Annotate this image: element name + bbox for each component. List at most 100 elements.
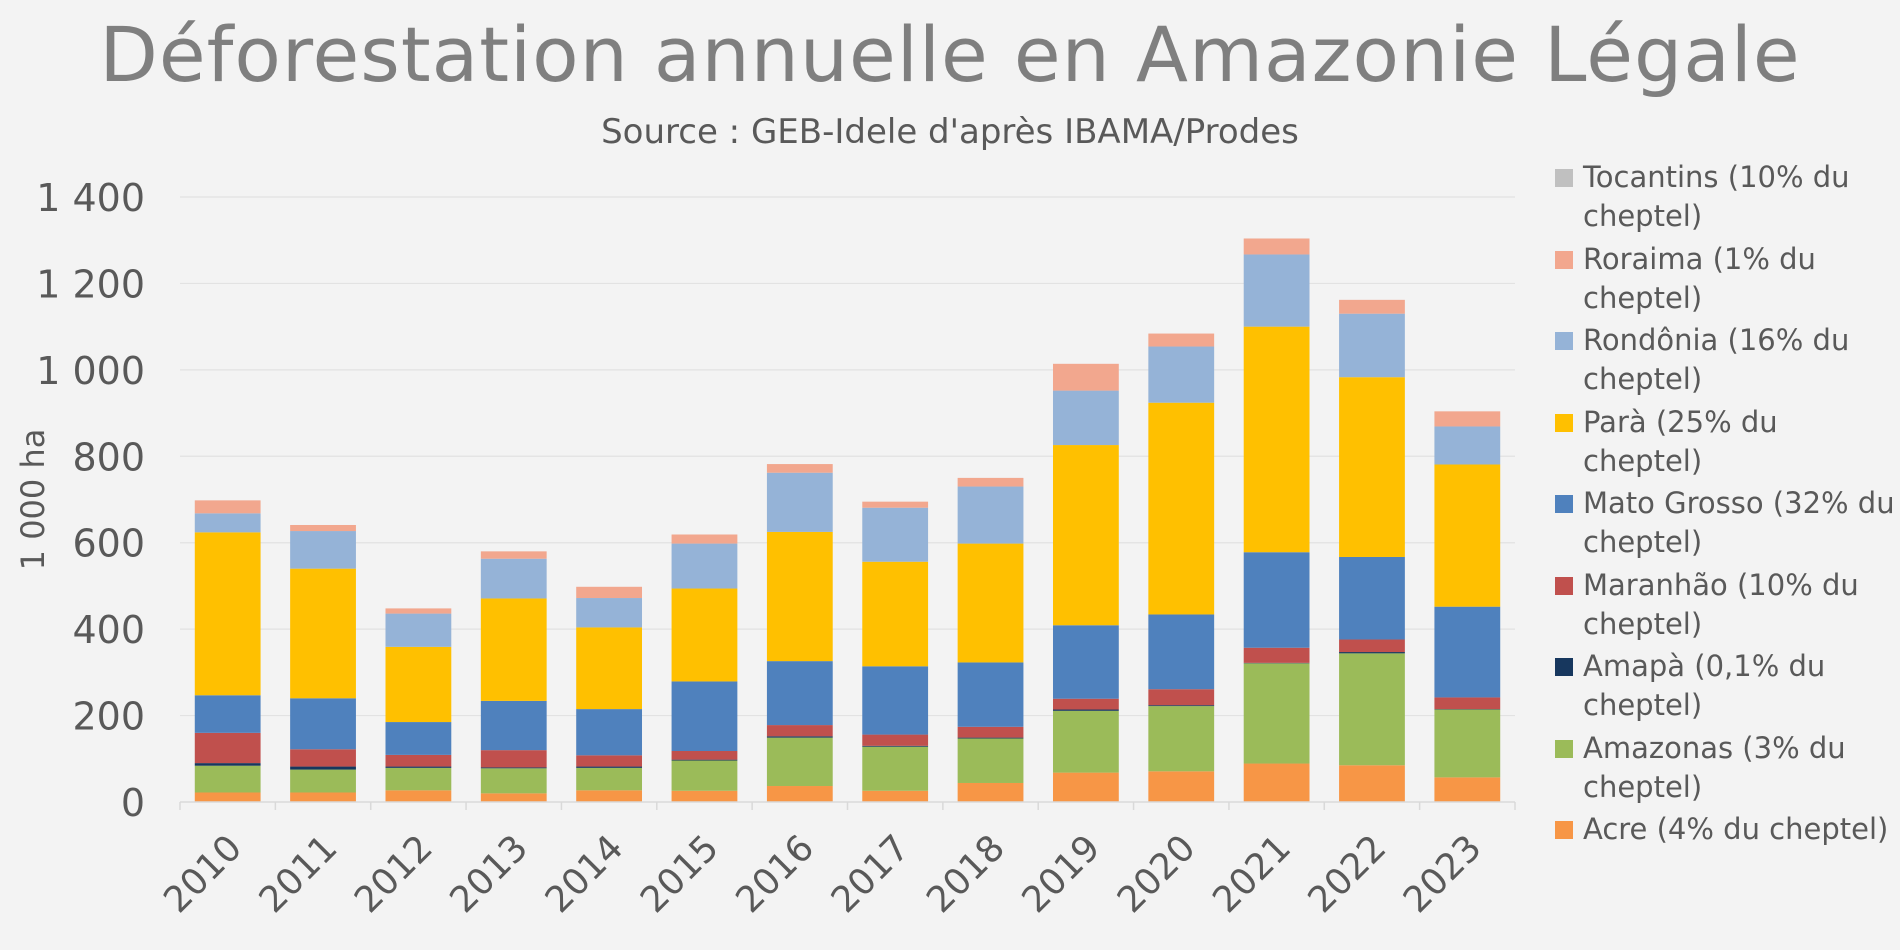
- legend-item: Tocantins (10% du cheptel): [1555, 158, 1895, 240]
- bar-2019-series-6: [1052, 390, 1119, 446]
- bar-2012-series-1: [385, 767, 452, 791]
- bar-2021-series-7: [1243, 238, 1310, 255]
- bar-2021-series-5: [1243, 326, 1310, 553]
- bar-2021-series-1: [1243, 663, 1310, 764]
- y-tick-label: 400: [72, 608, 145, 652]
- bar-2022-series-3: [1339, 639, 1405, 653]
- bar-2022-series-4: [1339, 556, 1405, 640]
- bar-2023-series-5: [1434, 464, 1501, 607]
- bar-2012-series-6: [385, 613, 452, 647]
- y-tick-label: 1 400: [36, 176, 145, 220]
- bar-2011-series-6: [290, 531, 356, 569]
- bar-2010-series-0: [194, 792, 261, 802]
- legend-label: Rondônia (16% du cheptel): [1583, 323, 1850, 396]
- bar-2017-series-3: [862, 734, 929, 746]
- legend-label: Amapà (0,1% du cheptel): [1583, 649, 1826, 722]
- legend-label: Maranhão (10% du cheptel): [1583, 567, 1859, 641]
- bar-2019-series-3: [1052, 698, 1119, 710]
- x-tick-label: 2021: [1205, 827, 1299, 921]
- bar-2011-series-4: [290, 698, 356, 750]
- chart-subtitle: Source : GEB-Idele d'après IBAMA/Prodes: [601, 112, 1299, 152]
- bar-2014-series-3: [576, 755, 643, 767]
- x-tick-label: 2016: [728, 827, 822, 921]
- bar-2016-series-7: [766, 464, 833, 473]
- y-tick-label: 600: [72, 522, 145, 566]
- bar-2020-series-4: [1148, 614, 1215, 690]
- bar-2012-series-5: [385, 646, 452, 723]
- legend-label: Parà (25% du cheptel): [1583, 404, 1778, 478]
- legend-swatch: [1555, 739, 1573, 758]
- bar-2011-series-3: [290, 749, 356, 767]
- bar-2021-series-6: [1243, 254, 1310, 327]
- x-tick-label: 2017: [824, 827, 918, 921]
- bar-2019-series-7: [1052, 363, 1119, 391]
- bar-2014-series-6: [576, 598, 643, 628]
- bar-2015-series-6: [671, 543, 738, 589]
- bar-2017-series-2: [862, 745, 929, 747]
- bar-2019-series-4: [1052, 625, 1119, 699]
- bar-2013-series-1: [480, 768, 547, 794]
- bar-2021-series-3: [1243, 647, 1310, 663]
- y-tick-label: 1 000: [36, 349, 145, 393]
- bar-2018-series-2: [957, 737, 1024, 739]
- bar-2020-series-2: [1148, 705, 1215, 707]
- legend: Tocantins (10% du cheptel) Roraima (1% du…: [1555, 158, 1895, 892]
- x-tick-label: 2013: [442, 827, 536, 921]
- bar-2015-series-3: [671, 751, 738, 760]
- bar-2013-series-5: [480, 598, 547, 701]
- legend-label: Tocantins (10% du cheptel): [1583, 160, 1850, 233]
- legend-swatch: [1555, 413, 1573, 432]
- bar-2012-series-2: [385, 766, 452, 768]
- bar-2011-series-0: [290, 792, 356, 802]
- bar-2013-series-7: [480, 551, 547, 559]
- bar-2011-series-5: [290, 568, 356, 699]
- y-tick-label: 800: [72, 435, 145, 479]
- legend-label: Acre (4% du cheptel): [1583, 812, 1889, 846]
- bar-2020-series-5: [1148, 402, 1215, 615]
- bar-2015-series-0: [671, 790, 738, 802]
- bar-2012-series-3: [385, 754, 452, 767]
- bar-2019-series-1: [1052, 710, 1119, 773]
- legend-item: Amazonas (3% du cheptel): [1555, 729, 1895, 811]
- bar-2017-series-6: [862, 507, 929, 562]
- bar-2021-series-4: [1243, 552, 1310, 648]
- bar-2010-series-3: [194, 732, 261, 764]
- bar-2014-series-5: [576, 627, 643, 710]
- bar-2020-series-6: [1148, 346, 1215, 403]
- legend-swatch: [1555, 495, 1573, 513]
- bar-2018-series-0: [957, 782, 1024, 802]
- x-tick-label: 2011: [252, 827, 346, 921]
- bar-2023-series-6: [1434, 426, 1501, 465]
- x-tick-label: 2018: [919, 827, 1013, 921]
- bar-2014-series-0: [576, 790, 643, 802]
- bar-2014-series-1: [576, 767, 643, 791]
- bar-2020-series-1: [1148, 706, 1215, 772]
- x-tick-label: 2014: [538, 827, 632, 921]
- y-tick-label: 0: [121, 781, 145, 825]
- bar-2017-series-0: [862, 790, 929, 802]
- bar-2013-series-4: [480, 700, 547, 751]
- bar-2020-series-7: [1148, 333, 1215, 347]
- bar-2023-series-0: [1434, 777, 1501, 802]
- x-tick-label: 2010: [156, 827, 250, 921]
- legend-item: Mato Grosso (32% du cheptel): [1555, 484, 1895, 566]
- bar-2022-series-2: [1339, 652, 1405, 654]
- legend-swatch: [1555, 576, 1573, 595]
- y-tick-label: 200: [72, 695, 145, 739]
- bar-2020-series-3: [1148, 689, 1215, 706]
- bar-2015-series-7: [671, 534, 738, 544]
- bar-2016-series-6: [766, 472, 833, 532]
- bar-2010-series-4: [194, 695, 261, 733]
- bar-2019-series-0: [1052, 772, 1119, 802]
- bar-2016-series-5: [766, 531, 833, 662]
- chart-title: Déforestation annuelle en Amazonie Légal…: [99, 10, 1801, 99]
- x-tick-label: 2012: [347, 827, 441, 921]
- bar-2023-series-3: [1434, 697, 1501, 710]
- bar-2016-series-1: [766, 737, 833, 787]
- bar-2010-series-1: [194, 765, 261, 793]
- x-tick-label: 2023: [1396, 827, 1490, 921]
- bar-2022-series-6: [1339, 313, 1405, 378]
- bar-2010-series-2: [194, 763, 261, 766]
- legend-item: Roraima (1% du cheptel): [1555, 240, 1895, 322]
- bar-2013-series-2: [480, 767, 547, 769]
